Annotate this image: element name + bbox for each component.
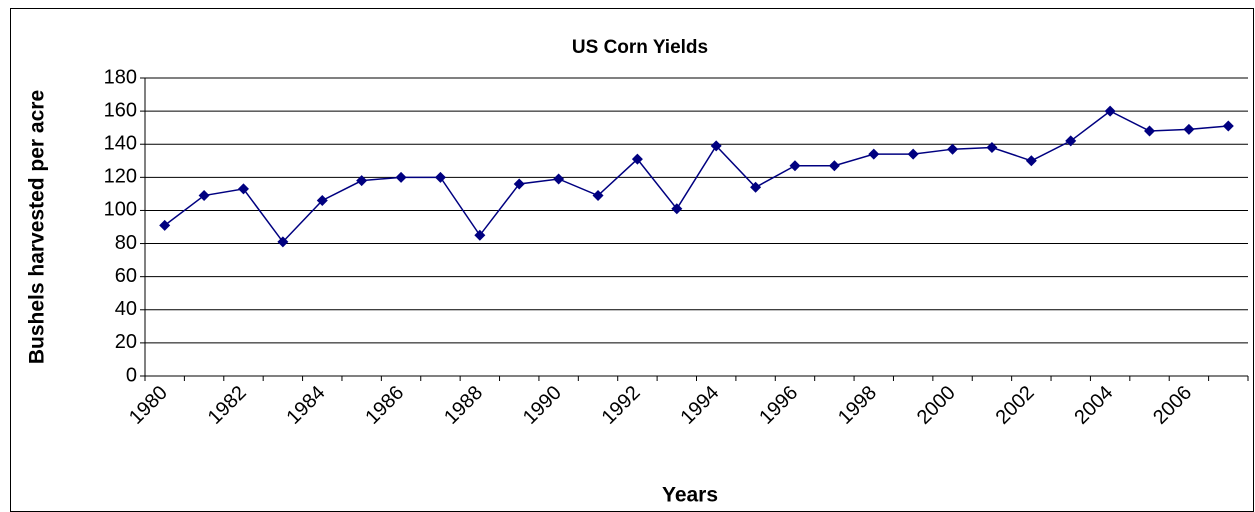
y-tick-label: 40 (115, 298, 137, 320)
point-marker (671, 203, 683, 215)
y-tick-label: 20 (115, 331, 137, 353)
point-marker (868, 148, 880, 160)
point-marker (710, 140, 722, 152)
point-marker (434, 171, 446, 183)
point-marker (316, 195, 328, 207)
point-marker (631, 153, 643, 165)
y-tick-label: 80 (115, 232, 137, 254)
y-tick-label: 140 (104, 133, 137, 155)
y-tick-label: 100 (104, 199, 137, 221)
x-axis-label: Years (662, 484, 718, 507)
point-marker (907, 148, 919, 160)
point-marker (553, 173, 565, 185)
point-marker (947, 143, 959, 155)
point-marker (277, 236, 289, 248)
series-line (164, 110, 1229, 244)
point-marker (159, 219, 171, 231)
point-marker (395, 171, 407, 183)
point-marker (1144, 125, 1156, 137)
y-tick-label: 60 (115, 265, 137, 287)
y-tick-label: 120 (104, 166, 137, 188)
point-marker (474, 229, 486, 241)
chart-border (10, 8, 1254, 512)
y-tick-label: 180 (104, 66, 137, 88)
point-marker (1104, 105, 1116, 117)
chart-title: US Corn Yields (572, 37, 708, 58)
point-marker (1025, 155, 1037, 167)
point-marker (1183, 123, 1195, 135)
point-marker (789, 160, 801, 172)
point-marker (237, 183, 249, 195)
point-marker (198, 190, 210, 202)
point-marker (1065, 135, 1077, 147)
point-marker (513, 178, 525, 190)
point-marker (356, 175, 368, 187)
y-axis-label: Bushels harvested per acre (26, 90, 49, 364)
point-marker (986, 142, 998, 154)
y-tick-label: 160 (104, 99, 137, 121)
y-tick-label: 0 (126, 364, 137, 386)
point-marker (750, 181, 762, 193)
point-marker (1222, 120, 1234, 132)
point-marker (592, 190, 604, 202)
point-marker (828, 160, 840, 172)
